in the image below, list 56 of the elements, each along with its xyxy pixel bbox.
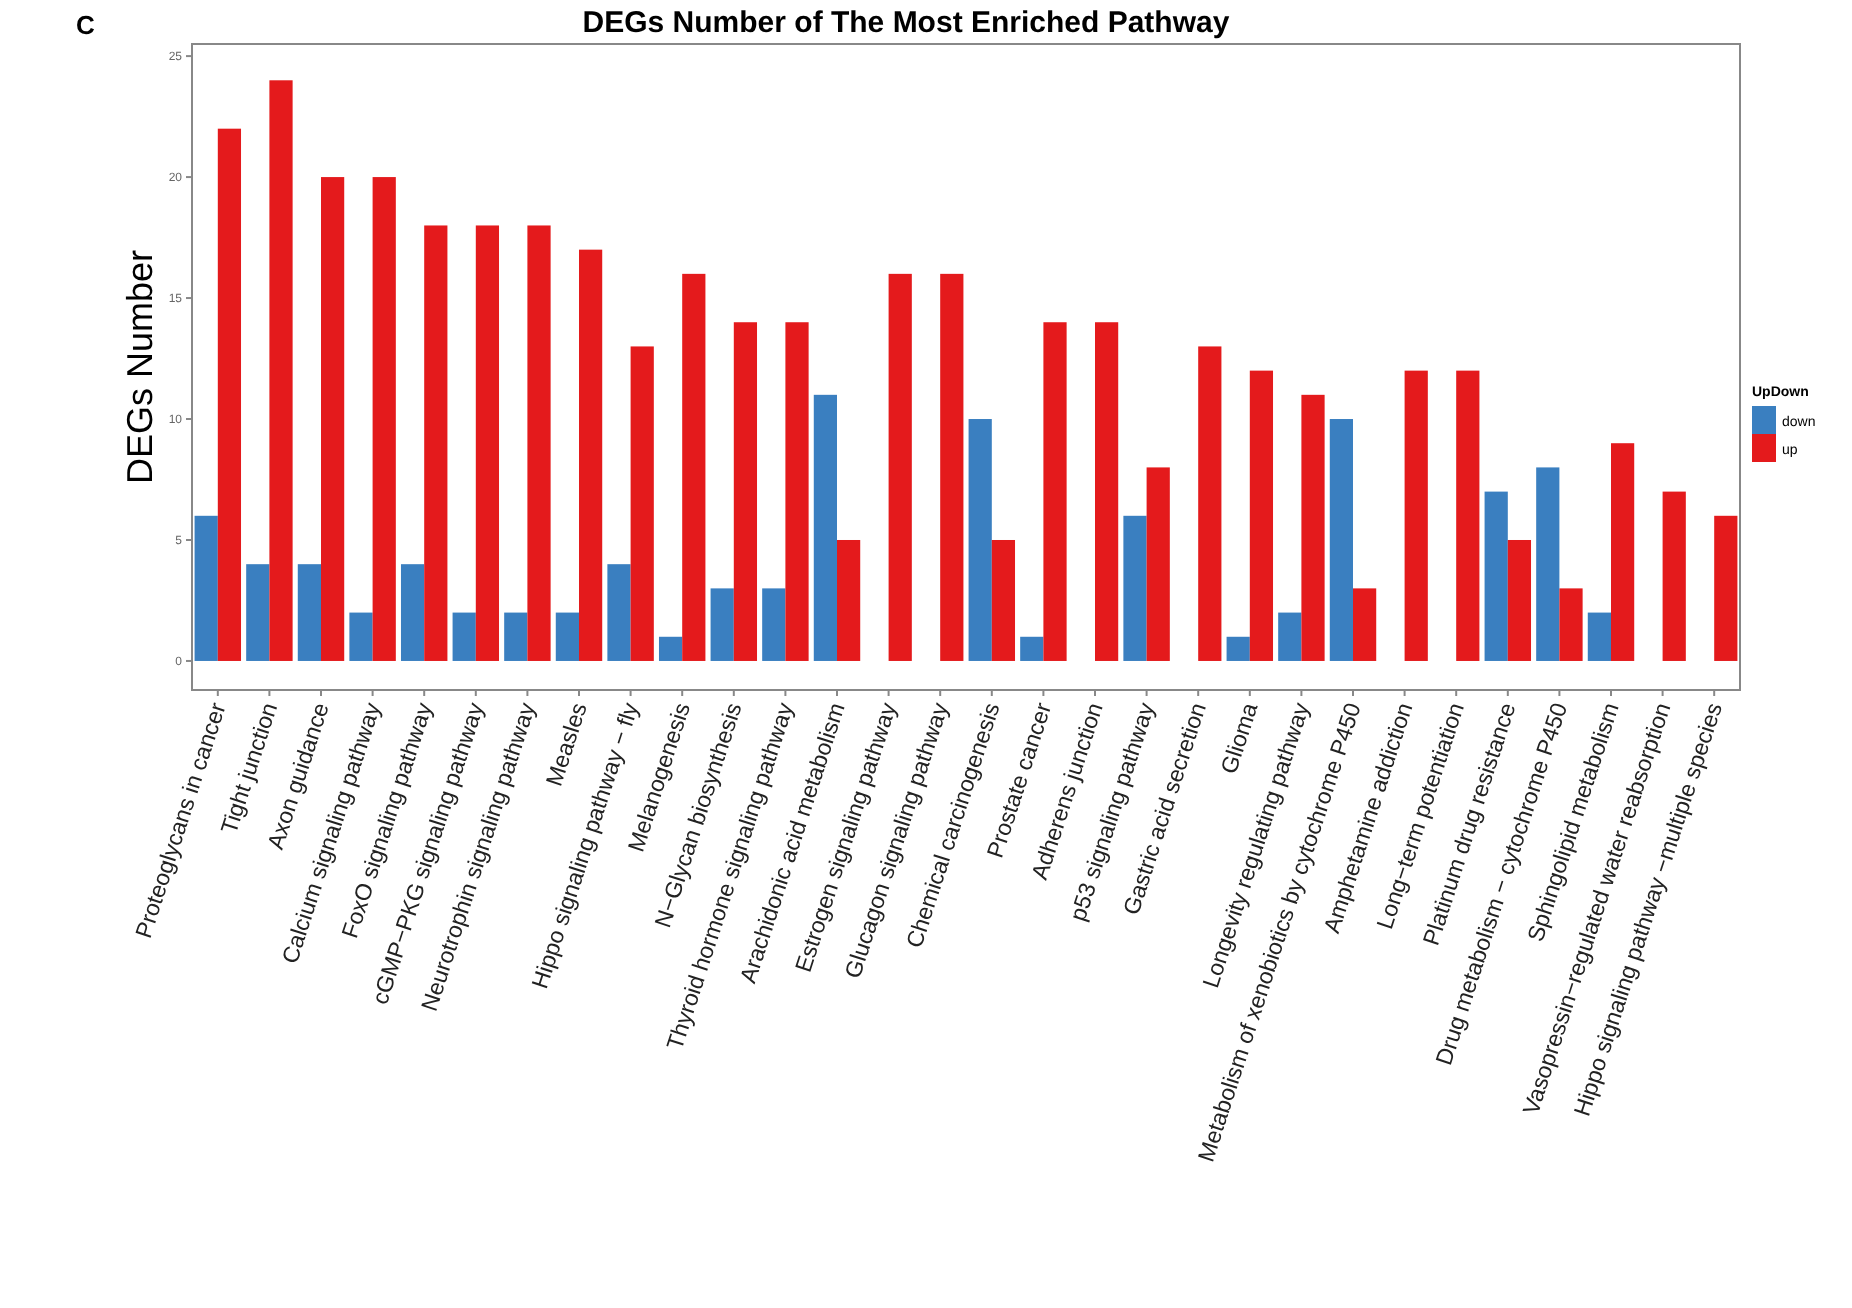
bar — [813, 394, 837, 661]
bar — [991, 539, 1016, 661]
bar — [1714, 515, 1738, 661]
bar — [1456, 370, 1480, 661]
bar — [1249, 370, 1274, 661]
bar — [321, 177, 345, 661]
bar — [1536, 467, 1560, 661]
bar — [372, 177, 396, 661]
bar — [400, 564, 425, 661]
bar — [733, 322, 758, 661]
bar — [194, 515, 218, 661]
bar — [968, 419, 992, 661]
bar — [579, 249, 603, 661]
bar — [630, 346, 654, 661]
bar — [297, 564, 321, 661]
bar — [762, 588, 786, 661]
bar — [1226, 636, 1250, 661]
bar — [1095, 322, 1119, 661]
bar — [658, 636, 683, 661]
bar — [1353, 588, 1377, 661]
bar — [1123, 515, 1147, 661]
bar — [475, 225, 500, 661]
bar — [1662, 491, 1686, 661]
bar — [785, 322, 809, 661]
bar — [940, 273, 964, 661]
bar — [1404, 370, 1428, 661]
x-tick-label: Glioma — [1218, 699, 1264, 778]
bar — [1587, 612, 1611, 661]
bar — [217, 128, 242, 661]
bar — [504, 612, 528, 661]
chart-title: DEGs Number of The Most Enriched Pathway — [582, 6, 1231, 40]
bar — [1278, 612, 1302, 661]
bar — [1146, 467, 1170, 661]
bar — [452, 612, 476, 661]
bar — [1329, 419, 1353, 661]
bar — [1484, 491, 1508, 661]
bar — [269, 80, 293, 661]
bar — [1611, 443, 1635, 661]
bar — [1198, 346, 1222, 661]
bar — [1559, 588, 1583, 661]
bar — [1043, 322, 1067, 661]
bar — [1301, 394, 1325, 661]
bar — [710, 588, 734, 661]
text: C — [76, 10, 96, 40]
y-axis-title: DEGs Number — [120, 249, 160, 485]
bar — [888, 273, 912, 661]
bar — [1020, 636, 1044, 661]
bar — [1507, 539, 1532, 661]
bar — [527, 225, 551, 661]
bar — [349, 612, 373, 661]
bar — [607, 564, 631, 661]
bar — [246, 564, 270, 661]
bar — [837, 539, 861, 661]
bar — [555, 612, 579, 661]
bar — [682, 273, 706, 661]
bar — [424, 225, 448, 661]
